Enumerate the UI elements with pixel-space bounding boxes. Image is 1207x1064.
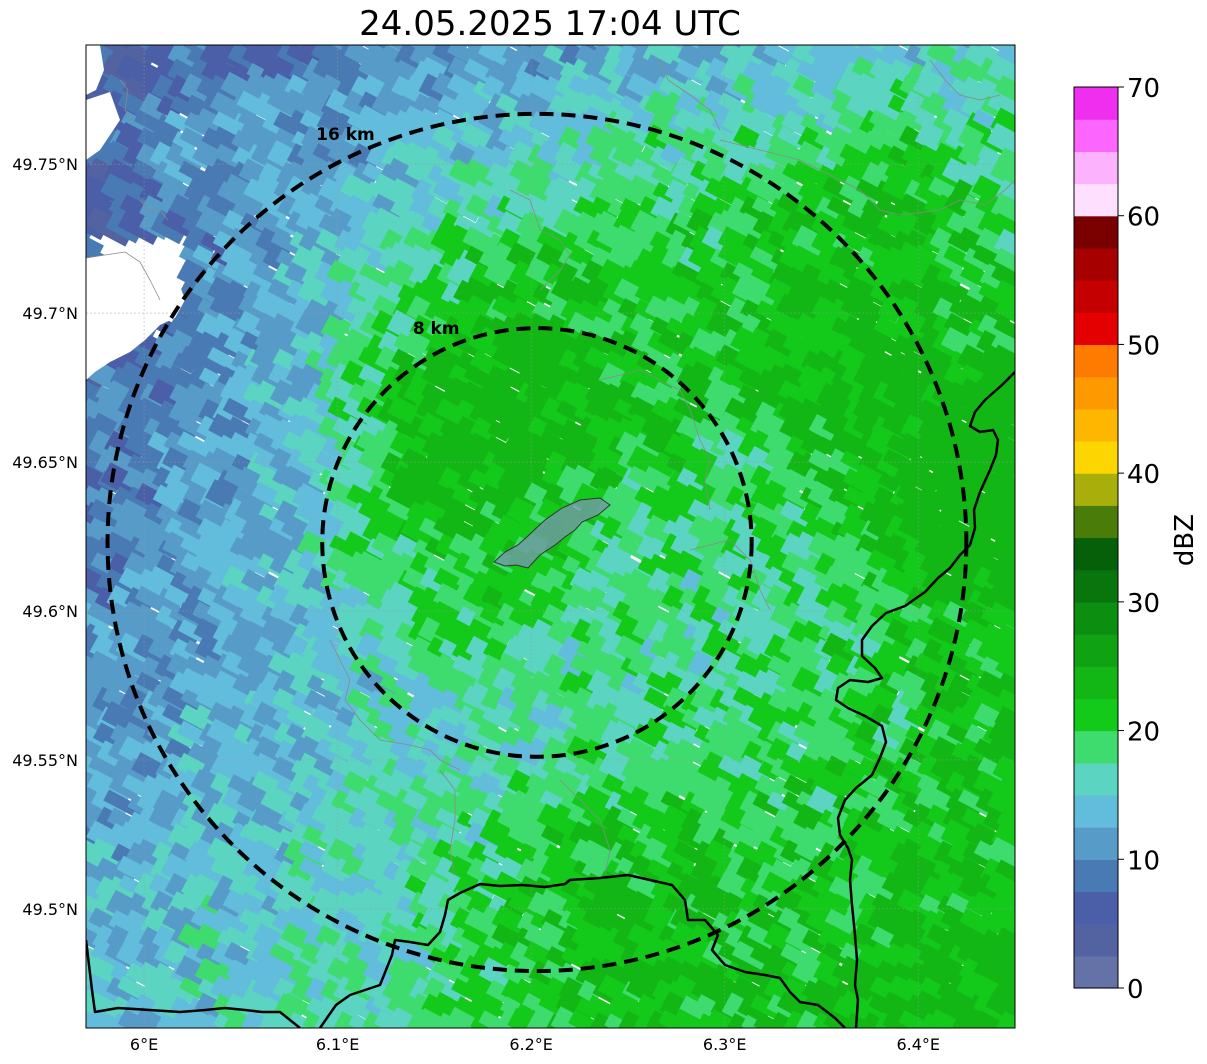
range-ring-label: 8 km [413, 319, 460, 339]
colorbar-swatch [1074, 730, 1118, 764]
colorbar-swatch [1074, 408, 1118, 442]
colorbar-tick-label: 10 [1127, 846, 1160, 876]
lon-tick-label: 6.3°E [703, 1035, 747, 1054]
colorbar-tick-label: 60 [1127, 203, 1160, 233]
range-ring-16km [105, 111, 969, 974]
colorbar-swatch [1074, 151, 1118, 185]
chart-title: 24.05.2025 17:04 UTC [359, 4, 741, 44]
colorbar-tick-label: 30 [1127, 589, 1160, 619]
colorbar-swatch [1074, 280, 1118, 313]
range-rings: 8 km 16 km [105, 111, 969, 974]
lat-tick-label: 49.5°N [22, 900, 78, 919]
colorbar-swatch [1074, 634, 1118, 667]
colorbar-tick-label: 0 [1127, 975, 1144, 1005]
colorbar-swatch [1074, 698, 1118, 732]
colorbar-swatch [1074, 891, 1118, 925]
lat-tick-label: 49.6°N [22, 602, 78, 621]
colorbar-swatch [1074, 505, 1118, 539]
colorbar-swatch [1074, 955, 1118, 989]
lon-tick-label: 6.2°E [509, 1035, 553, 1054]
colorbar-tick-label: 40 [1127, 460, 1160, 490]
border-lines [86, 371, 1015, 1028]
colorbar-swatch [1074, 537, 1118, 571]
colorbar-tick-label: 50 [1127, 331, 1160, 361]
lon-tick-label: 6°E [130, 1035, 158, 1054]
colorbar-swatch [1074, 215, 1118, 249]
lat-tick-label: 49.55°N [12, 751, 78, 770]
admin-boundaries [86, 59, 1015, 876]
colorbar-swatch [1074, 344, 1118, 378]
colorbar-frame [1073, 86, 1119, 989]
colorbar-tick-label: 20 [1127, 718, 1160, 748]
range-ring-8km [320, 326, 754, 759]
colorbar-swatch [1074, 440, 1118, 474]
colorbar-swatch [1074, 827, 1118, 860]
country-border-south [318, 873, 846, 1028]
colorbar-label: dBZ [1170, 514, 1200, 566]
map-frame [85, 44, 1016, 1029]
colorbar-swatch [1074, 376, 1118, 410]
gridlines [86, 45, 1015, 1028]
city-outline [493, 497, 611, 569]
colorbar-swatch [1074, 666, 1118, 699]
reflectivity-field [86, 45, 1015, 1028]
lon-tick-label: 6.1°E [316, 1035, 360, 1054]
country-border-southwest [86, 939, 301, 1028]
lat-tick-label: 49.75°N [12, 155, 78, 174]
axis-ticks: 6°E 6.1°E 6.2°E 6.3°E 6.4°E 49.75°N 49.7°N 49.6… [12, 155, 940, 1054]
colorbar-swatch [1074, 601, 1118, 635]
colorbar-swatch [1074, 762, 1118, 796]
lat-tick-label: 49.7°N [22, 304, 78, 323]
colorbar-tick-label: 70 [1127, 74, 1160, 104]
colorbar-swatch [1074, 569, 1118, 603]
range-ring-label: 16 km [316, 125, 375, 145]
colorbar-ticks: 0 10 20 30 40 50 60 70 [1118, 74, 1160, 1005]
colorbar-swatch [1074, 473, 1118, 506]
colorbar-swatch [1074, 247, 1118, 281]
colorbar-swatches [1074, 87, 1118, 989]
colorbar-swatch [1074, 859, 1118, 893]
lon-tick-label: 6.4°E [896, 1035, 940, 1054]
country-border-east [834, 371, 1015, 1028]
colorbar-swatch [1074, 87, 1118, 120]
colorbar-swatch [1074, 119, 1118, 152]
colorbar-swatch [1074, 794, 1118, 828]
lat-tick-label: 49.65°N [12, 453, 78, 472]
colorbar-swatch [1074, 923, 1118, 957]
colorbar-swatch [1074, 312, 1118, 346]
colorbar-swatch [1074, 183, 1118, 217]
